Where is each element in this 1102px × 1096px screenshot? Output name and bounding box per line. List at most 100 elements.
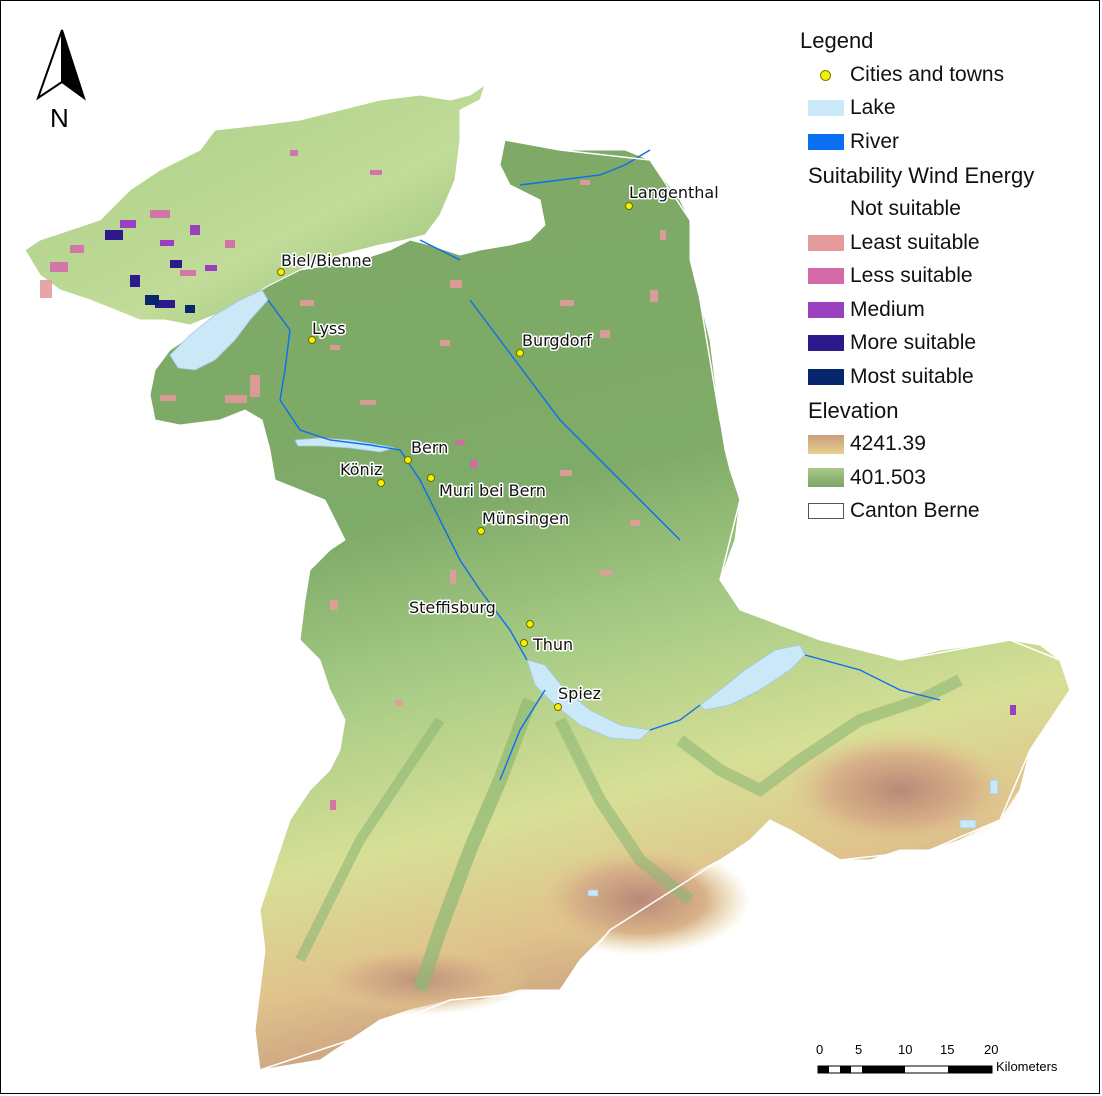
legend-class-label: Least suitable: [850, 230, 980, 254]
legend-class-medium: Medium: [800, 293, 1095, 327]
legend-class-most-suitable: Most suitable: [800, 360, 1095, 394]
least-suitable-swatch: [808, 234, 844, 251]
suitability-patches: [105, 230, 182, 308]
city-label-lyss: Lyss: [312, 319, 346, 338]
river-aare-east: [649, 704, 701, 731]
legend-class-least-suitable: Least suitable: [800, 226, 1095, 260]
canton-outline-swatch: [808, 503, 844, 520]
lakes: [169, 289, 999, 897]
elevation-high-label: 4241.39: [850, 432, 926, 456]
legend-class-not-suitable: Not suitable: [800, 193, 1095, 227]
elevation-title: Elevation: [808, 397, 899, 423]
small-lake: [959, 819, 977, 829]
more-suitable-swatch: [808, 335, 844, 352]
river-swatch: [808, 133, 844, 150]
city-point-langenthal: [625, 202, 633, 210]
city-label-thun: Thun: [532, 635, 573, 654]
legend-class-label: Most suitable: [850, 364, 974, 388]
elevation-low-label: 401.503: [850, 465, 926, 489]
legend-class-label: More suitable: [850, 331, 977, 355]
city-point-burgdorf: [516, 349, 524, 357]
suitability-patches: [120, 220, 1016, 715]
small-lake: [587, 889, 599, 897]
north-label: N: [50, 103, 69, 133]
suitability-patches: [145, 295, 195, 313]
city-label-langenthal: Langenthal: [629, 183, 719, 202]
valley: [295, 717, 445, 963]
lake-swatch: [808, 100, 844, 117]
less-suitable-swatch: [808, 268, 844, 285]
small-lake: [989, 779, 999, 795]
legend-class-label: Not suitable: [850, 197, 961, 221]
city-point-steffisburg: [526, 620, 534, 628]
alpine-relief: [530, 845, 750, 955]
legend-class-more-suitable: More suitable: [800, 327, 1095, 361]
valley: [676, 674, 963, 798]
legend-item-river: River: [800, 125, 1095, 159]
bernese-jura-area: [24, 83, 486, 326]
scale-tick: 15: [940, 1042, 955, 1057]
city-point-spiez: [554, 703, 562, 711]
medium-swatch: [808, 301, 844, 318]
city-label-koniz: Köniz: [340, 460, 382, 479]
north-arrow: N: [36, 29, 86, 133]
legend-elevation-low: 401.503: [800, 461, 1095, 495]
north-arrow-icon: [61, 29, 86, 101]
city-point-muri: [427, 474, 435, 482]
city-label-munsingen: Münsingen: [482, 509, 569, 528]
city-label-spiez: Spiez: [558, 684, 601, 703]
north-arrow-icon: [36, 29, 63, 101]
city-labels: Langenthal Biel/Bienne Lyss Burgdorf Ber…: [280, 182, 721, 705]
city-label-muri: Muri bei Bern: [439, 481, 546, 500]
legend-item-cities: Cities and towns: [800, 58, 1095, 92]
legend-class-label: Less suitable: [850, 264, 973, 288]
legend-item-label: River: [850, 129, 900, 153]
scale-tick: 20: [984, 1042, 999, 1057]
legend-class-less-suitable: Less suitable: [800, 260, 1095, 294]
city-point-munsingen: [477, 527, 485, 535]
most-suitable-swatch: [808, 368, 844, 385]
city-point-lyss: [308, 336, 316, 344]
city-points: [277, 202, 633, 711]
suitability-title: Suitability Wind Energy: [808, 162, 1035, 188]
river-luetschine: [804, 654, 941, 701]
city-point-bern: [404, 456, 412, 464]
river-aare-north: [419, 239, 461, 261]
lake-biel: [169, 289, 269, 371]
river-aare: [267, 299, 528, 661]
legend-elevation-high: 4241.39: [800, 428, 1095, 462]
elevation-high-swatch: [808, 434, 844, 454]
scale-unit: Kilometers: [996, 1059, 1058, 1074]
legend: Legend Cities and towns Lake River Suita…: [800, 24, 1095, 528]
city-point-icon: [808, 67, 844, 83]
legend-item-lake: Lake: [800, 92, 1095, 126]
rivers: [267, 149, 941, 781]
suitability-patches: [40, 180, 666, 706]
lake-thun: [526, 659, 651, 741]
not-suitable-swatch: [808, 201, 844, 218]
legend-item-label: Canton Berne: [850, 499, 980, 523]
river-emme: [469, 299, 681, 541]
suitability-patches: [50, 150, 478, 810]
river-kander: [499, 689, 546, 781]
scale-bar: [817, 1065, 993, 1074]
city-point-thun: [520, 639, 528, 647]
scale-tick: 10: [898, 1042, 913, 1057]
valley: [554, 717, 694, 905]
canton-berne-outline: [259, 139, 1071, 1071]
lake-wohlen: [294, 437, 396, 453]
city-label-burgdorf: Burgdorf: [522, 331, 592, 350]
scale-tick: 0: [816, 1042, 824, 1057]
city-label-bern: Bern: [411, 438, 448, 457]
city-label-steffisburg: Steffisburg: [409, 598, 496, 617]
city-point-biel: [277, 268, 285, 276]
elevation-low-swatch: [808, 468, 844, 488]
city-point-koniz: [377, 479, 385, 487]
legend-item-label: Cities and towns: [850, 62, 1005, 86]
legend-item-canton: Canton Berne: [800, 495, 1095, 529]
legend-title: Legend: [800, 28, 874, 53]
city-label-biel: Biel/Bienne: [281, 251, 372, 270]
legend-item-label: Lake: [850, 96, 896, 120]
